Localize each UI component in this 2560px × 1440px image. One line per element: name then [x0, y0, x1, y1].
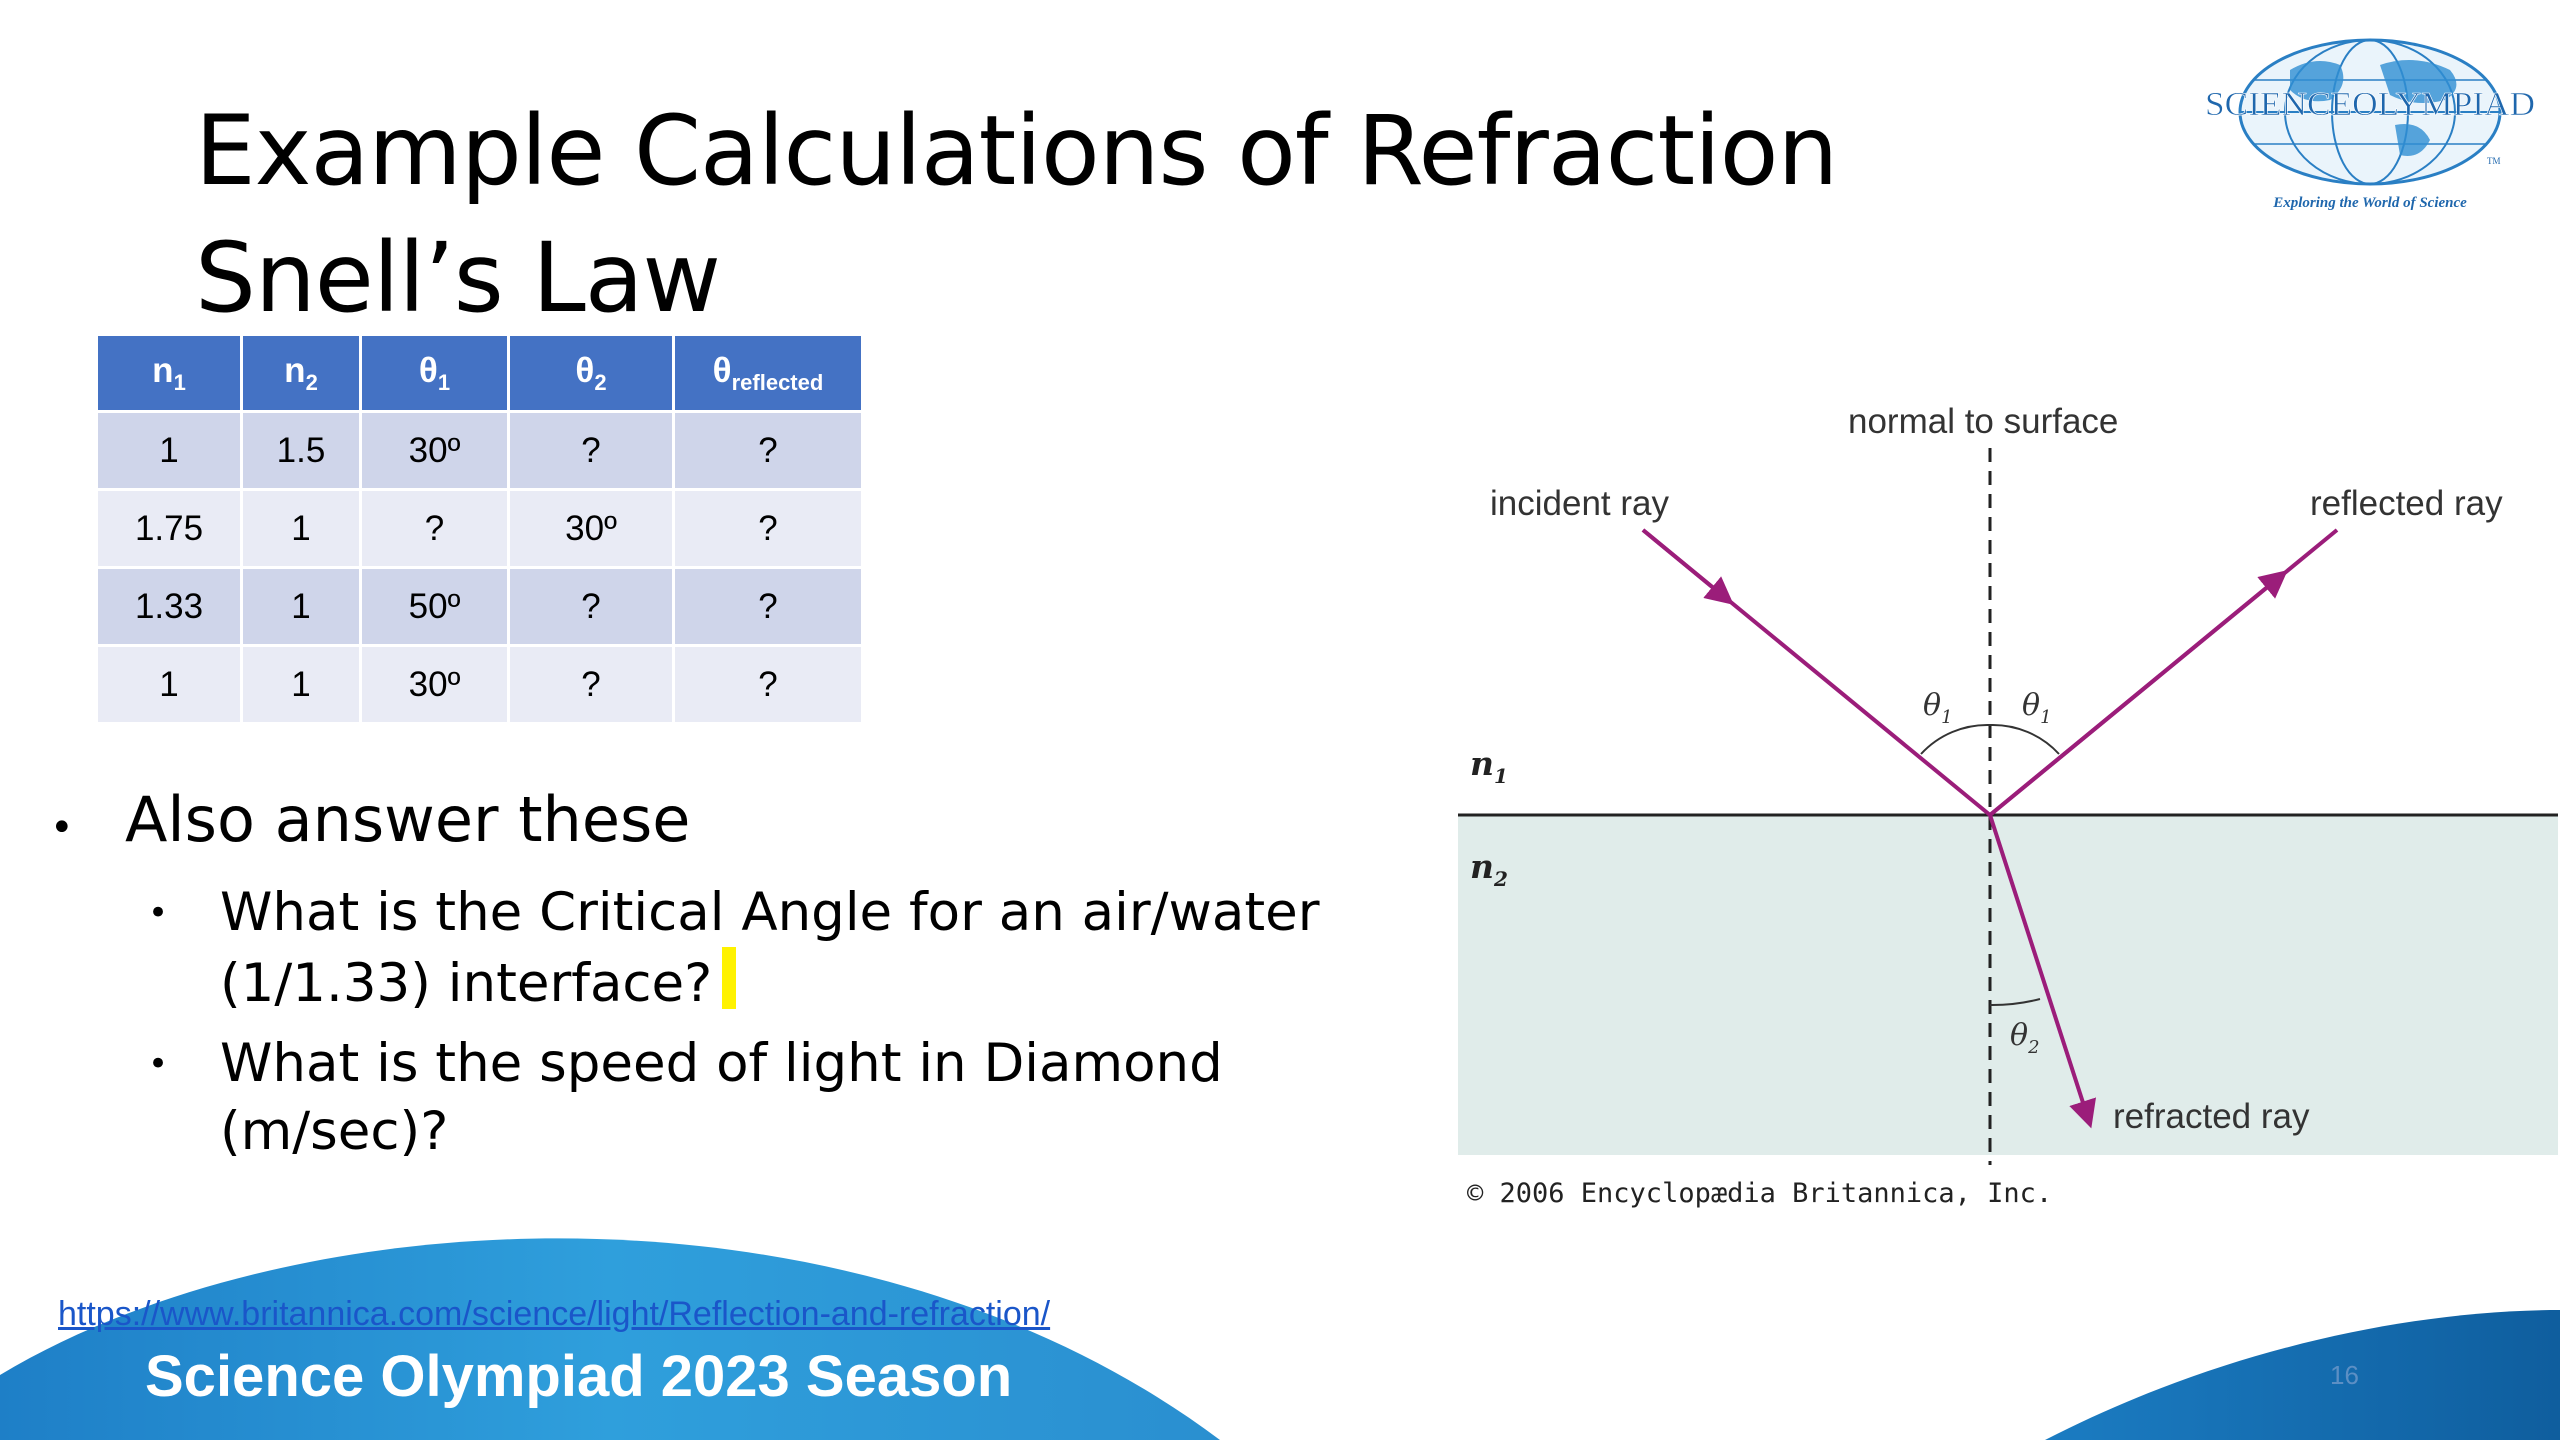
header-theta-reflected: θreflected [672, 333, 864, 413]
table-cell: ? [672, 488, 864, 569]
slide-title: Example Calculations of Refraction Snell… [195, 88, 1838, 342]
table-cell: 1 [95, 644, 243, 725]
theta2-label: θ2 [2010, 1018, 2040, 1058]
table-cell: 30º [359, 410, 510, 491]
reflected-label: reflected ray [2310, 484, 2503, 523]
bullet-text: What is the Critical Angle for an air/wa… [220, 882, 1320, 1014]
table-cell: 50º [359, 566, 510, 647]
theta1-label-right: θ1 [2022, 688, 2052, 728]
refracted-label: refracted ray [2113, 1097, 2310, 1136]
refracted-ray [1988, 814, 2097, 1129]
bullet-dot: • [148, 1044, 169, 1084]
theta1-label-left: θ1 [1923, 688, 1953, 728]
incident-label: incident ray [1490, 484, 1669, 523]
header-theta1: θ1 [359, 333, 510, 413]
bullet-dot: • [50, 805, 74, 851]
refraction-diagram: normal to surface incident ray reflected… [1458, 402, 2558, 1209]
theta1-arc-left [1920, 723, 1991, 755]
table-header-row: n1 n2 θ1 θ2 θreflected [95, 333, 864, 413]
bullet-speed-of-light: What is the speed of light in Diamond (m… [220, 1030, 1350, 1166]
science-olympiad-logo: SCIENCEOLYMPIAD TM Exploring the World o… [2205, 38, 2535, 211]
n2-label: n2 [1470, 847, 1508, 891]
table-cell: ? [507, 566, 675, 647]
table-cell: ? [672, 410, 864, 491]
source-link[interactable]: https://www.britannica.com/science/light… [58, 1295, 1051, 1333]
refraction-table: n1 n2 θ1 θ2 θreflected 1 1.5 30º ? ? 1.7… [95, 333, 864, 725]
header-n1: n1 [95, 333, 243, 413]
reflected-arrow [1988, 570, 2288, 817]
table-row: 1 1 30º ? ? [95, 644, 864, 725]
logo-tagline: Exploring the World of Science [2272, 195, 2467, 211]
table-cell: 30º [359, 644, 510, 725]
table-cell: ? [507, 410, 675, 491]
bullet-dot: • [148, 893, 169, 933]
table-cell: ? [359, 488, 510, 569]
table-cell: 1 [240, 488, 362, 569]
table-cell: ? [672, 644, 864, 725]
table-row: 1.75 1 ? 30º ? [95, 488, 864, 569]
copyright-text: © 2006 Encyclopædia Britannica, Inc. [1467, 1178, 2052, 1209]
footer-season-title: Science Olympiad 2023 Season [145, 1344, 1013, 1409]
header-theta2: θ2 [507, 333, 675, 413]
table-cell: 1.33 [95, 566, 243, 647]
table-cell: 30º [507, 488, 675, 569]
table-cell: 1.75 [95, 488, 243, 569]
title-line-2: Snell’s Law [195, 222, 721, 334]
globe-icon [2238, 38, 2502, 186]
table-cell: 1 [240, 566, 362, 647]
table-row: 1.33 1 50º ? ? [95, 566, 864, 647]
page-number: 16 [2330, 1360, 2359, 1390]
logo-wordmark: SCIENCEOLYMPIAD [2205, 86, 2535, 123]
logo-tm: TM [2487, 156, 2501, 166]
bullet-main: Also answer these [125, 783, 691, 856]
theta1-arc-right [1989, 723, 2060, 755]
title-line-1: Example Calculations of Refraction [195, 95, 1838, 207]
table-cell: ? [507, 644, 675, 725]
table-row: 1 1.5 30º ? ? [95, 410, 864, 491]
table-cell: 1 [95, 410, 243, 491]
text-cursor-highlight [722, 947, 737, 1009]
normal-label: normal to surface [1848, 402, 2118, 441]
bullet-critical-angle: What is the Critical Angle for an air/wa… [220, 879, 1350, 1018]
table-cell: 1.5 [240, 410, 362, 491]
theta2-arc [1989, 998, 2041, 1007]
header-n2: n2 [240, 333, 362, 413]
incident-arrow [1641, 528, 1734, 605]
table-cell: 1 [240, 644, 362, 725]
n1-label: n1 [1470, 744, 1508, 788]
table-cell: ? [672, 566, 864, 647]
bullet-text: What is the speed of light in Diamond (m… [220, 1033, 1223, 1162]
